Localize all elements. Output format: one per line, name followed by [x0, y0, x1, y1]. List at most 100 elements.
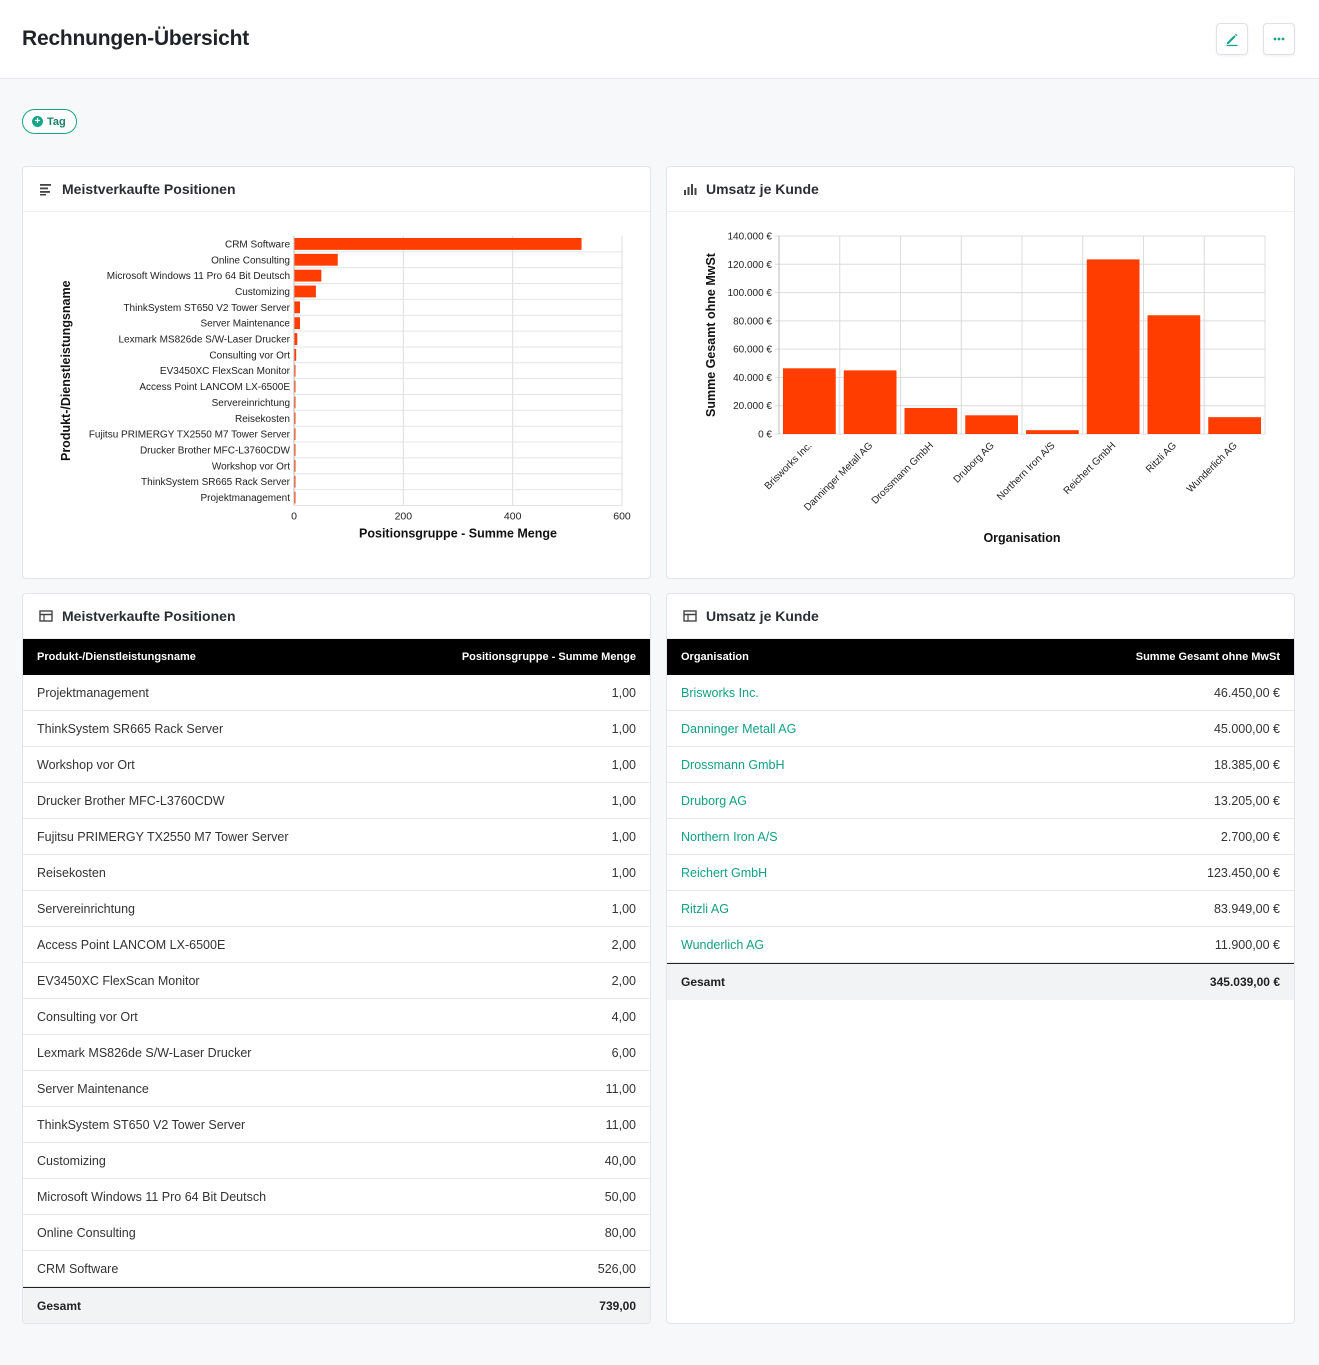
x-axis-title: Positionsgruppe - Summe Menge [359, 526, 557, 540]
y-tick-label: EV3450XC FlexScan Monitor [160, 366, 291, 377]
table-row: Lexmark MS826de S/W-Laser Drucker 6,00 [23, 1035, 650, 1071]
organisation-link[interactable]: Ritzli AG [681, 901, 729, 916]
table-row: Consulting vor Ort 4,00 [23, 999, 650, 1035]
x-axis-title: Organisation [983, 531, 1060, 545]
bar [294, 348, 297, 361]
table-row: EV3450XC FlexScan Monitor 2,00 [23, 963, 650, 999]
table-row: Projektmanagement 1,00 [23, 675, 650, 711]
organisation-link[interactable]: Brisworks Inc. [681, 685, 759, 700]
add-tag-label: Tag [47, 115, 66, 128]
table-total-row: Gesamt 345.039,00 € [667, 963, 1294, 1000]
row-label: Online Consulting [37, 1225, 136, 1240]
row-label: Fujitsu PRIMERGY TX2550 M7 Tower Server [37, 829, 289, 844]
column-header-quantity[interactable]: Positionsgruppe - Summe Menge [461, 651, 636, 663]
bar [294, 380, 296, 393]
x-tick-label: 200 [395, 510, 413, 522]
row-label: Server Maintenance [37, 1081, 149, 1096]
bar [294, 285, 316, 298]
y-tick-label: Server Maintenance [201, 319, 291, 330]
add-tag-button[interactable]: + Tag [22, 109, 77, 134]
table-row: Workshop vor Ort 1,00 [23, 747, 650, 783]
bar [294, 412, 296, 425]
table-row: Wunderlich AG 11.900,00 € [667, 927, 1294, 963]
column-header-organisation[interactable]: Organisation [681, 651, 749, 663]
y-axis-title: Summe Gesamt ohne MwSt [704, 252, 718, 417]
bar [1086, 259, 1140, 434]
table-row: Brisworks Inc. 46.450,00 € [667, 675, 1294, 711]
row-value: 2,00 [611, 937, 636, 952]
row-value: 18.385,00 € [1213, 757, 1280, 772]
bar [1147, 315, 1201, 434]
card-title: Meistverkaufte Positionen [62, 608, 236, 624]
row-label: Access Point LANCOM LX-6500E [37, 937, 226, 952]
row-value: 1,00 [611, 865, 636, 880]
bar [294, 444, 296, 456]
x-tick-label: Reichert GmbH [1062, 440, 1119, 497]
organisation-link[interactable]: Reichert GmbH [681, 865, 768, 880]
revenue-table: Organisation Summe Gesamt ohne MwSt Bris… [667, 639, 1294, 1000]
y-tick-label: Lexmark MS826de S/W-Laser Drucker [118, 335, 290, 346]
organisation-link[interactable]: Druborg AG [681, 793, 748, 808]
row-label: Projektmanagement [37, 685, 149, 700]
organisation-link[interactable]: Drossmann GmbH [681, 757, 785, 772]
row-value: 13.205,00 € [1213, 793, 1280, 808]
bar [965, 415, 1018, 434]
row-value: 11,00 [605, 1081, 636, 1096]
top-products-chart-card: Meistverkaufte Positionen 0 200 400 600 CRM … [22, 166, 651, 579]
y-tick-label: Workshop vor Ort [212, 461, 290, 472]
bar [783, 368, 836, 434]
organisation-link[interactable]: Wunderlich AG [681, 937, 765, 952]
page-title: Rechnungen-Übersicht [22, 27, 250, 50]
row-label: CRM Software [37, 1261, 119, 1276]
y-tick-label: 60.000 € [733, 345, 772, 356]
y-tick-label: CRM Software [225, 239, 290, 250]
x-tick-label: Northern Iron A/S [995, 440, 1058, 503]
table-header: Organisation Summe Gesamt ohne MwSt [667, 639, 1294, 675]
y-tick-label: Fujitsu PRIMERGY TX2550 M7 Tower Server [89, 430, 291, 441]
table-row: Reichert GmbH 123.450,00 € [667, 855, 1294, 891]
row-value: 40,00 [604, 1153, 636, 1168]
revenue-chart-card: Umsatz je Kunde 0 € 20.000 € 40.000 € 60.00… [666, 166, 1295, 579]
row-value: 2,00 [611, 973, 636, 988]
y-tick-label: ThinkSystem ST650 V2 Tower Server [123, 303, 290, 314]
table-row: Servereinrichtung 1,00 [23, 891, 650, 927]
column-header-revenue[interactable]: Summe Gesamt ohne MwSt [1135, 651, 1280, 663]
column-header-product[interactable]: Produkt-/Dienstleistungsname [37, 651, 196, 663]
row-label: ThinkSystem SR665 Rack Server [37, 721, 224, 736]
y-tick-label: Servereinrichtung [212, 398, 290, 409]
table-total-row: Gesamt 739,00 [23, 1287, 650, 1323]
y-tick-label: 100.000 € [728, 288, 773, 299]
more-options-button[interactable] [1263, 23, 1295, 55]
row-value: 1,00 [611, 793, 636, 808]
row-value: 1,00 [611, 757, 636, 772]
row-label: Servereinrichtung [37, 901, 135, 916]
organisation-link[interactable]: Northern Iron A/S [681, 829, 778, 844]
bar [1026, 430, 1079, 434]
row-label: ThinkSystem ST650 V2 Tower Server [37, 1117, 246, 1132]
more-horizontal-icon [1273, 37, 1285, 41]
edit-button[interactable] [1216, 23, 1248, 55]
bar [294, 301, 301, 314]
row-value: 1,00 [611, 901, 636, 916]
revenue-table-card: Umsatz je Kunde Organisation Summe Gesam… [666, 593, 1295, 1324]
bar [294, 475, 296, 488]
x-tick-label: Drossmann GmbH [870, 440, 936, 506]
bar [294, 269, 322, 282]
products-table: Produkt-/Dienstleistungsname Positionsgr… [23, 639, 650, 1323]
row-value: 1,00 [611, 829, 636, 844]
y-tick-label: Reisekosten [235, 414, 290, 425]
row-value: 46.450,00 € [1213, 685, 1280, 700]
row-value: 83.949,00 € [1213, 901, 1280, 916]
top-products-bar-chart: 0 200 400 600 CRM Software Online Consulting M… [59, 236, 631, 540]
row-value: 123.450,00 € [1207, 865, 1280, 880]
y-tick-label: 80.000 € [733, 316, 772, 327]
x-tick-label: Druborg AG [952, 440, 997, 485]
bar-chart-icon [684, 184, 697, 195]
row-label: Drucker Brother MFC-L3760CDW [37, 793, 225, 808]
table-icon [683, 610, 697, 622]
x-tick-label: Brisworks Inc. [763, 440, 815, 492]
bar [843, 370, 897, 434]
card-header: Umsatz je Kunde [667, 594, 1294, 639]
y-tick-label: 140.000 € [728, 232, 773, 243]
organisation-link[interactable]: Danninger Metall AG [681, 721, 797, 736]
